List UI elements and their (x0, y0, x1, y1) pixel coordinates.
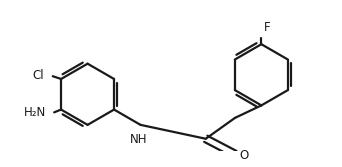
Text: Cl: Cl (33, 69, 44, 82)
Text: O: O (240, 149, 249, 162)
Text: NH: NH (130, 132, 148, 145)
Text: H₂N: H₂N (24, 106, 46, 119)
Text: F: F (264, 21, 271, 34)
